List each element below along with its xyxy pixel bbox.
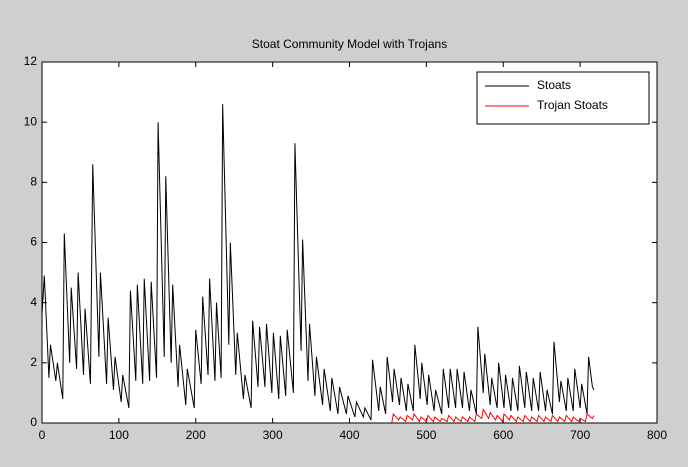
- y-tick-label: 8: [30, 175, 37, 189]
- legend-box: [476, 71, 650, 125]
- data-line: [41, 104, 595, 421]
- x-tick-label: 500: [416, 428, 436, 442]
- x-tick-label: 0: [39, 428, 46, 442]
- y-tick-label: 2: [30, 355, 37, 369]
- x-tick-label: 600: [493, 428, 513, 442]
- x-tick-label: 800: [647, 428, 667, 442]
- plot-frame: [41, 61, 658, 424]
- x-tick-label: 200: [186, 428, 206, 442]
- x-tick-label: 400: [339, 428, 359, 442]
- legend-label: Trojan Stoats: [537, 98, 608, 112]
- y-tick-label: 0: [30, 415, 37, 429]
- x-tick-label: 700: [570, 428, 590, 442]
- y-tick-label: 4: [30, 295, 37, 309]
- y-tick-label: 6: [30, 235, 37, 249]
- y-tick-label: 12: [24, 54, 38, 68]
- x-tick-label: 100: [109, 428, 129, 442]
- x-tick-label: 300: [263, 428, 283, 442]
- data-line: [42, 408, 595, 424]
- chart-title: Stoat Community Model with Trojans: [252, 37, 447, 51]
- y-tick-label: 10: [24, 114, 38, 128]
- legend-label: Stoats: [537, 78, 571, 92]
